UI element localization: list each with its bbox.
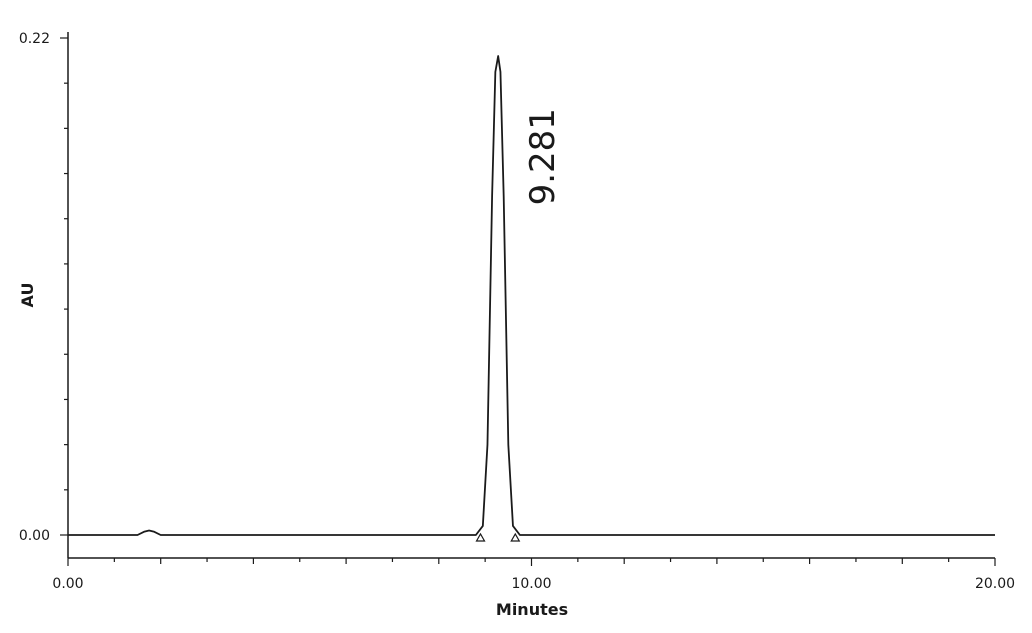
tick-labels: 0.00 10.00 20.00 0.00 0.22 <box>19 31 1015 592</box>
x-tick-label: 20.00 <box>975 576 1015 592</box>
peak-retention-label: 9.281 <box>523 108 563 205</box>
y-axis-title: AU <box>18 283 37 308</box>
peak-annotations: 9.281 <box>523 108 563 205</box>
axis-ticks <box>60 37 996 566</box>
y-tick-label: 0.00 <box>19 528 50 544</box>
peak-marker <box>510 532 521 542</box>
x-axis-title: Minutes <box>496 600 568 619</box>
peak-integration-markers <box>475 532 521 542</box>
peak-marker <box>475 532 486 542</box>
x-tick-label: 10.00 <box>511 576 551 592</box>
x-tick-label: 0.00 <box>52 576 83 592</box>
y-tick-label: 0.22 <box>19 31 50 47</box>
chromatogram-trace <box>68 55 995 536</box>
